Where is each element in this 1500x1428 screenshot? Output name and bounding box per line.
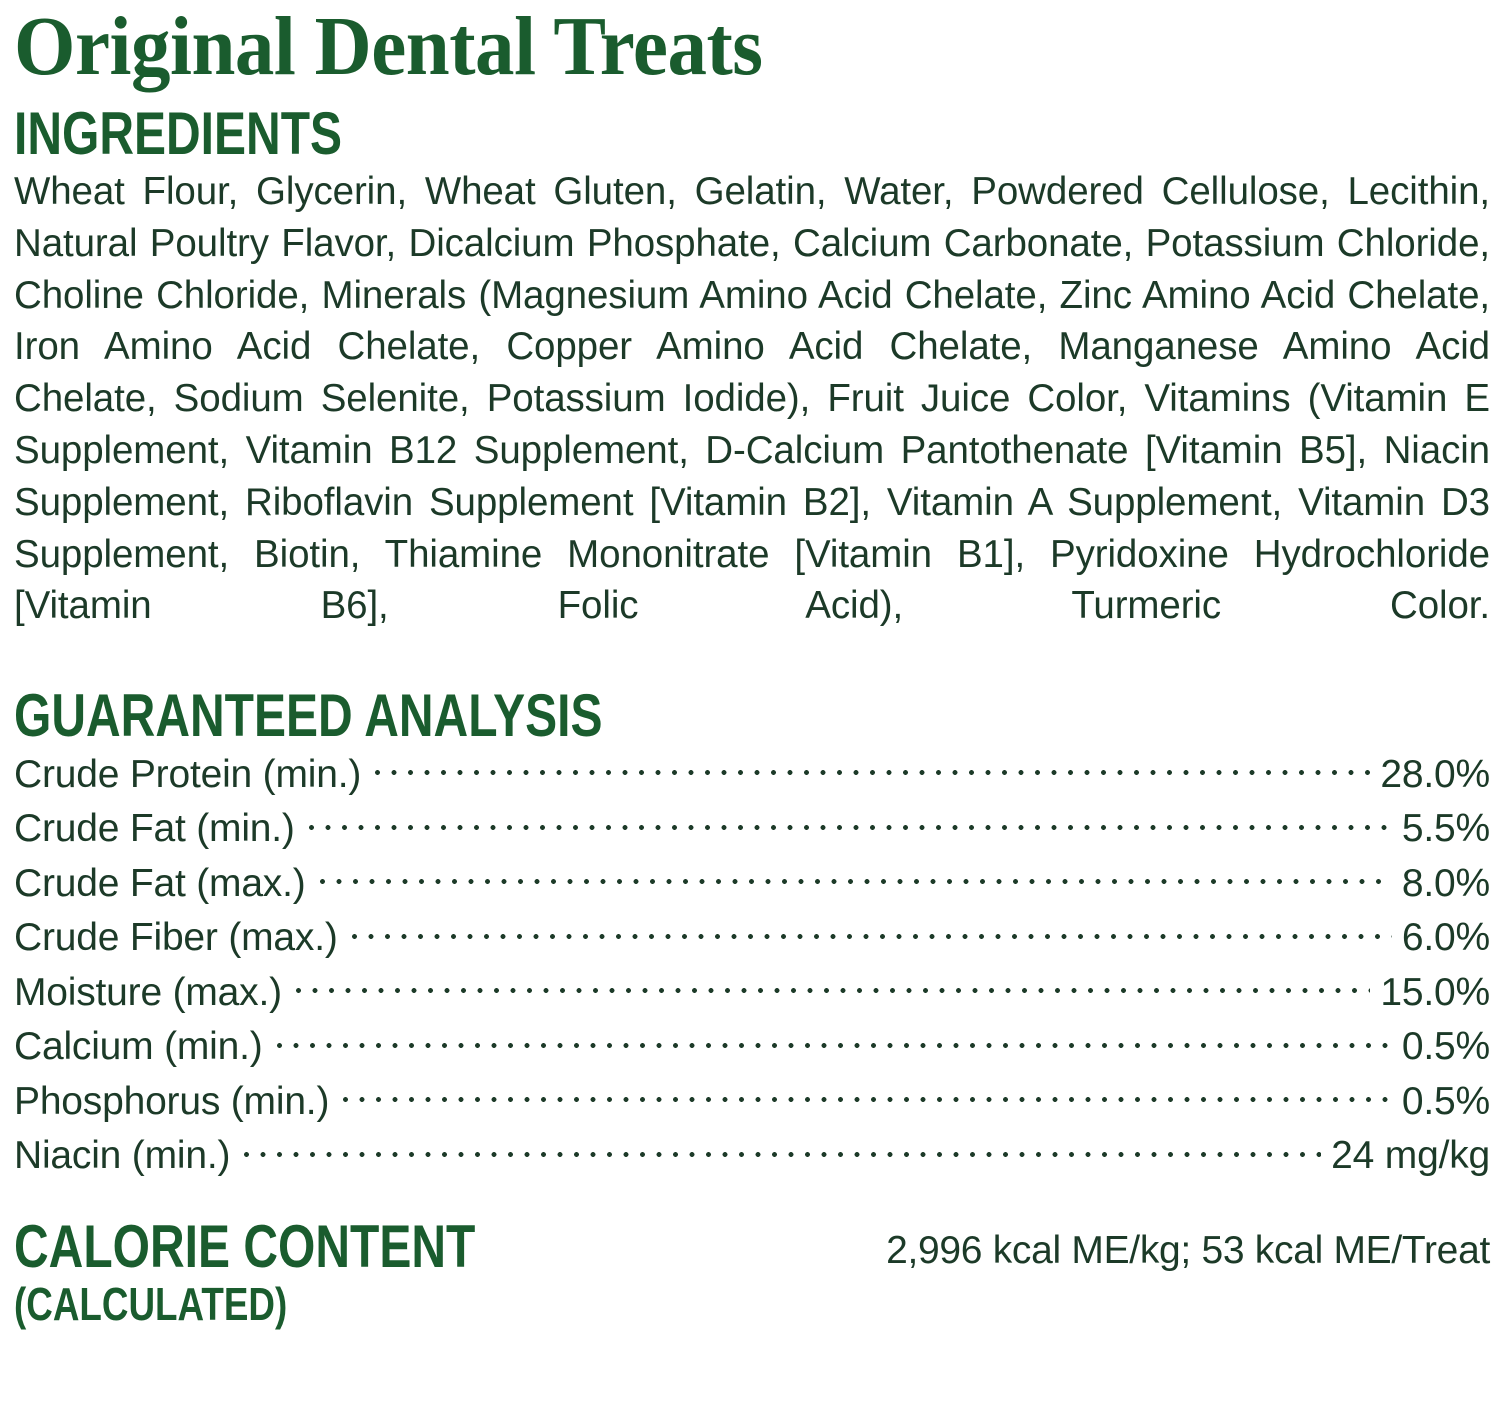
analysis-row: Crude Fat (max.) 8.0%	[14, 857, 1490, 912]
page-title: Original Dental Treats	[14, 0, 763, 93]
dotted-leader	[295, 966, 1371, 1005]
dotted-leader	[375, 748, 1371, 787]
analysis-row-value: 5.5%	[1401, 807, 1490, 851]
guaranteed-analysis-heading: GUARANTEED ANALYSIS	[14, 681, 603, 749]
calorie-content-heading-group: CALORIE CONTENT (CALCULATED)	[14, 1212, 804, 1330]
analysis-row-label: Crude Fat (min.)	[14, 807, 295, 851]
analysis-row-value: 0.5%	[1401, 1079, 1490, 1123]
analysis-row: Crude Fat (min.) 5.5%	[14, 802, 1490, 857]
analysis-row-label: Calcium (min.)	[14, 1025, 263, 1069]
calorie-content-value: 2,996 kcal ME/kg; 53 kcal ME/Treat	[886, 1228, 1490, 1272]
analysis-row: Crude Protein (min.) 28.0%	[14, 748, 1490, 803]
analysis-row-label: Crude Fiber (max.)	[14, 916, 338, 960]
analysis-row-label: Crude Fat (max.)	[14, 861, 306, 905]
dotted-leader	[319, 857, 1392, 896]
analysis-row: Crude Fiber (max.) 6.0%	[14, 911, 1490, 966]
analysis-row-value: 24 mg/kg	[1331, 1134, 1490, 1178]
analysis-row-value: 6.0%	[1401, 916, 1490, 960]
dotted-leader	[308, 802, 1392, 841]
label-content: Original Dental Treats INGREDIENTS Wheat…	[14, 0, 1490, 1330]
dotted-leader	[351, 911, 1392, 950]
analysis-row-label: Crude Protein (min.)	[14, 752, 362, 796]
analysis-row: Calcium (min.) 0.5%	[14, 1020, 1490, 1075]
analysis-row-label: Phosphorus (min.)	[14, 1079, 330, 1123]
calorie-content-heading: CALORIE CONTENT	[14, 1212, 476, 1280]
analysis-row-value: 8.0%	[1401, 861, 1490, 905]
dotted-leader	[343, 1075, 1392, 1114]
analysis-row-label: Niacin (min.)	[14, 1134, 231, 1178]
analysis-row-value: 0.5%	[1401, 1025, 1490, 1069]
analysis-row-value: 15.0%	[1380, 970, 1490, 1014]
calorie-content-subheading: (CALCULATED)	[14, 1277, 288, 1330]
dotted-leader	[244, 1129, 1322, 1168]
analysis-row-value: 28.0%	[1380, 752, 1490, 796]
analysis-row: Niacin (min.) 24 mg/kg	[14, 1129, 1490, 1184]
calorie-content-block: CALORIE CONTENT (CALCULATED) 2,996 kcal …	[14, 1212, 1490, 1330]
guaranteed-analysis-list: Crude Protein (min.) 28.0% Crude Fat (min.…	[14, 748, 1490, 1184]
dotted-leader	[276, 1020, 1392, 1059]
ingredients-heading: INGREDIENTS	[14, 100, 343, 167]
ingredients-text: Wheat Flour, Glycerin, Wheat Gluten, Gel…	[14, 170, 1490, 628]
analysis-row: Moisture (max.) 15.0%	[14, 966, 1490, 1021]
analysis-row-label: Moisture (max.)	[14, 970, 282, 1014]
analysis-row: Phosphorus (min.) 0.5%	[14, 1075, 1490, 1130]
